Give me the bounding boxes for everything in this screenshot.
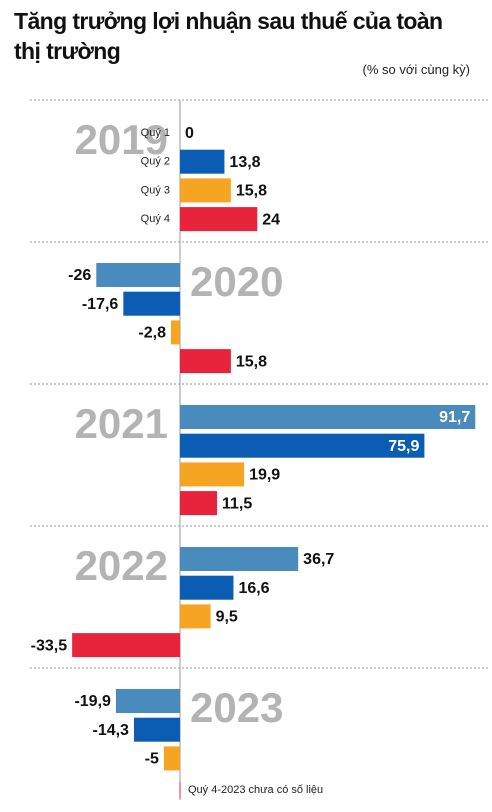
value-label: 24 <box>262 211 280 228</box>
bar <box>170 320 180 345</box>
year-label: 2021 <box>75 400 168 447</box>
bar <box>180 575 234 600</box>
value-label: 0 <box>185 125 194 142</box>
value-label: 11,5 <box>222 495 252 512</box>
year-label: 2023 <box>190 684 283 731</box>
bar <box>96 263 180 287</box>
value-label: -19,9 <box>74 693 111 710</box>
bar <box>72 633 180 658</box>
year-label: 2019 <box>75 116 168 163</box>
quarter-label: Quý 2 <box>141 156 170 168</box>
bar <box>180 178 231 203</box>
bar <box>180 433 425 458</box>
quarter-label: Quý 1 <box>141 127 170 139</box>
bar <box>180 604 211 629</box>
value-label: 36,7 <box>303 551 334 568</box>
value-label: 19,9 <box>249 467 280 484</box>
value-label: -33,5 <box>31 637 68 654</box>
value-label: 9,5 <box>216 609 238 626</box>
value-label: -2,8 <box>138 325 166 342</box>
bar <box>180 149 225 174</box>
bar <box>180 207 258 232</box>
bar <box>180 462 245 487</box>
value-label: -5 <box>145 751 159 768</box>
bar <box>180 491 218 516</box>
bar <box>115 689 180 713</box>
quarter-label: Quý 4 <box>141 213 170 225</box>
chart-subtitle: (% so với cùng kỳ) <box>362 62 471 77</box>
quarter-label: Quý 3 <box>141 184 170 196</box>
bar <box>180 405 476 429</box>
value-label: 75,9 <box>388 438 419 455</box>
bar <box>133 717 180 742</box>
chart-title: Tăng trưởng lợi nhuận sau thuế của toàn … <box>14 8 443 64</box>
value-label: -26 <box>68 267 91 284</box>
value-label: 15,8 <box>236 183 267 200</box>
bar <box>123 291 180 316</box>
bar <box>180 547 299 571</box>
value-label: 16,6 <box>238 580 269 597</box>
value-label: 15,8 <box>236 353 267 370</box>
value-label: 13,8 <box>229 154 260 171</box>
bar <box>180 349 231 374</box>
year-label: 2022 <box>75 542 168 589</box>
value-label: -17,6 <box>82 296 119 313</box>
bar <box>163 746 180 771</box>
year-label: 2020 <box>190 258 283 305</box>
value-label: -14,3 <box>92 722 129 739</box>
value-label: 91,7 <box>439 409 470 426</box>
note: Quý 4-2023 chưa có số liệu <box>188 784 323 796</box>
